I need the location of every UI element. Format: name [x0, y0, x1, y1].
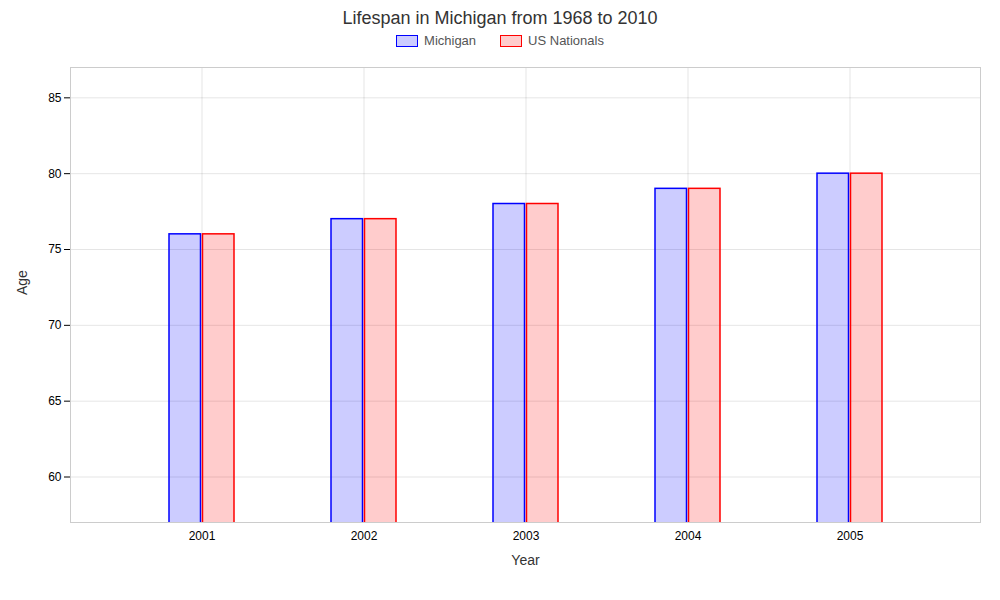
html-text:Michigan: Michigan [424, 33, 477, 48]
html-text:Lifespan in Michigan from 1968: Lifespan in Michigan from 1968 to 2010 [342, 8, 658, 28]
svg-text:2001: 2001 [189, 529, 216, 543]
svg-text:85: 85 [48, 91, 62, 105]
svg-text:Age: Age [14, 270, 30, 295]
svg-text:2005: 2005 [837, 529, 864, 543]
svg-text:75: 75 [48, 242, 62, 256]
html-text:US Nationals: US Nationals [528, 33, 604, 48]
svg-text:2002: 2002 [351, 529, 378, 543]
svg-text:65: 65 [48, 394, 62, 408]
svg-text:70: 70 [48, 318, 62, 332]
svg-text:Year: Year [511, 552, 540, 568]
svg-text:2004: 2004 [675, 529, 702, 543]
svg-text:80: 80 [48, 167, 62, 181]
svg-text:2003: 2003 [513, 529, 540, 543]
svg-text:60: 60 [48, 470, 62, 484]
